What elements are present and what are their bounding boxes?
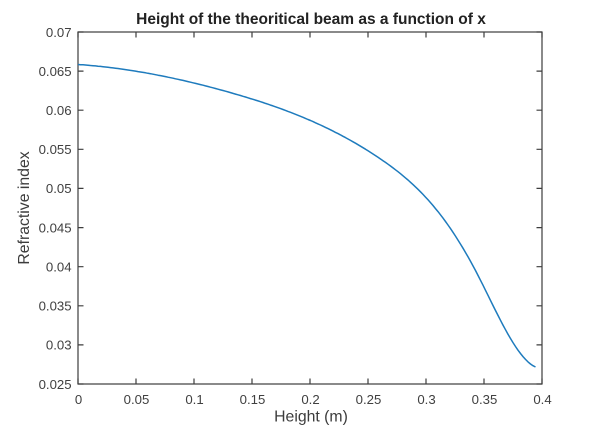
svg-text:0.2: 0.2: [301, 392, 319, 407]
svg-text:0.07: 0.07: [46, 25, 72, 40]
svg-text:0.25: 0.25: [356, 392, 382, 407]
svg-text:0.3: 0.3: [417, 392, 435, 407]
svg-text:0.05: 0.05: [46, 181, 72, 196]
svg-text:0.035: 0.035: [39, 299, 72, 314]
svg-text:0.055: 0.055: [39, 142, 72, 157]
svg-text:0.15: 0.15: [240, 392, 266, 407]
svg-text:0.35: 0.35: [472, 392, 498, 407]
svg-text:Height of the theoritical beam: Height of the theoritical beam as a func…: [136, 11, 486, 28]
svg-text:Height (m): Height (m): [274, 408, 348, 425]
svg-text:0.03: 0.03: [46, 338, 72, 353]
svg-text:0.065: 0.065: [39, 64, 72, 79]
svg-text:Refractive index: Refractive index: [16, 151, 33, 264]
svg-text:0: 0: [75, 392, 82, 407]
svg-text:0.045: 0.045: [39, 220, 72, 235]
svg-text:0.4: 0.4: [533, 392, 551, 407]
svg-text:0.05: 0.05: [124, 392, 150, 407]
svg-text:0.06: 0.06: [46, 103, 72, 118]
svg-text:0.025: 0.025: [39, 377, 72, 392]
svg-text:0.1: 0.1: [185, 392, 203, 407]
svg-text:0.04: 0.04: [46, 260, 72, 275]
